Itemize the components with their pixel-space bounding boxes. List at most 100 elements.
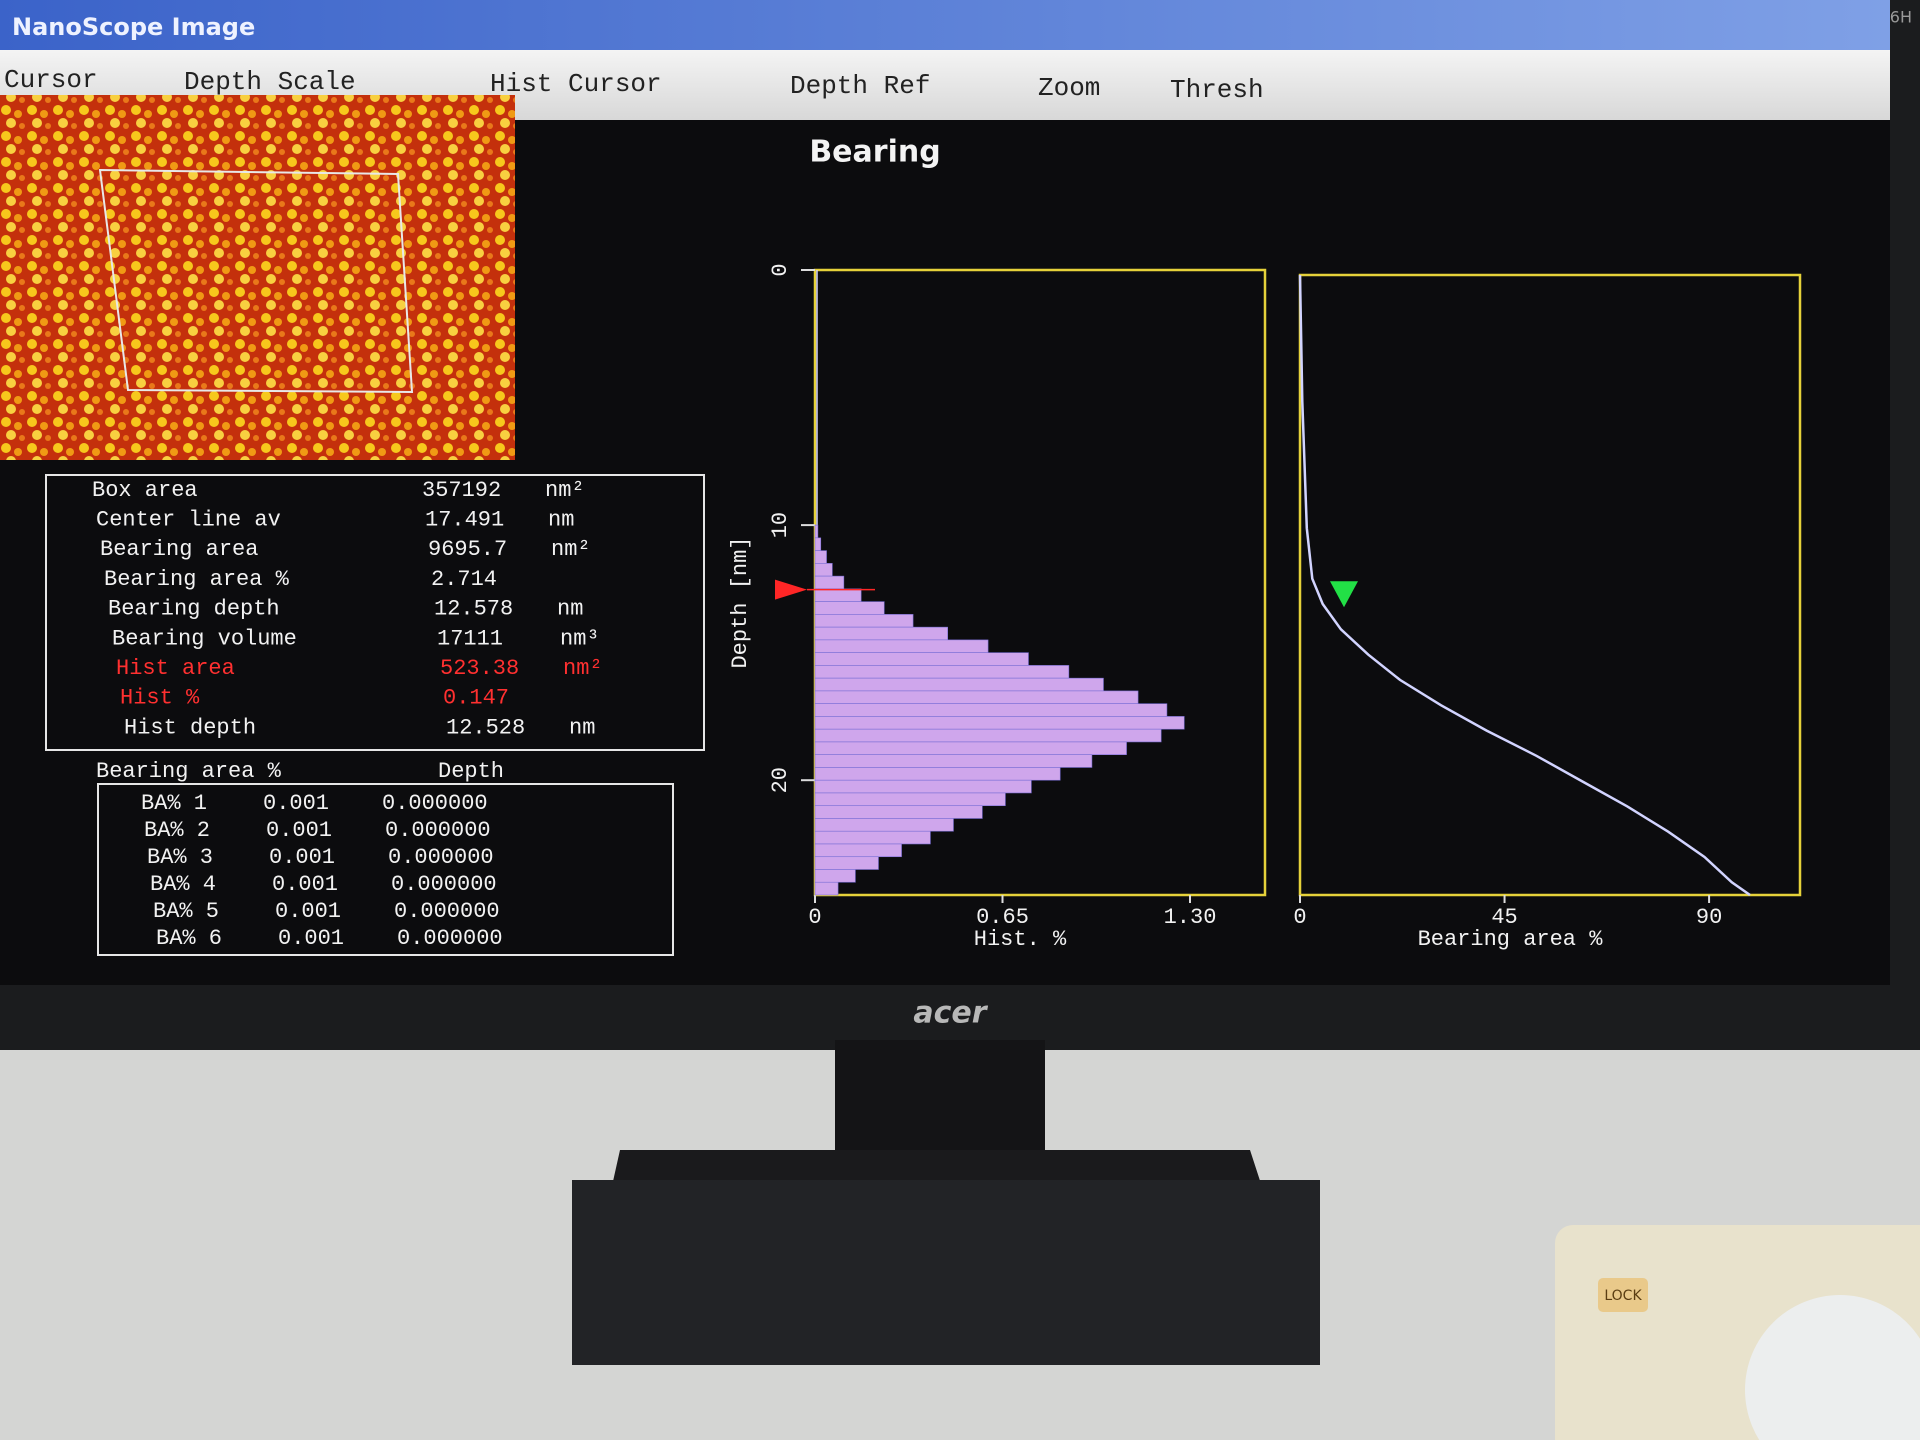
selection-box[interactable] (98, 168, 414, 394)
x-tick-label: 45 (1491, 905, 1517, 930)
menu-item[interactable]: Depth Scale (184, 67, 356, 97)
table-cell: 0.001 (269, 845, 335, 870)
stat-label: Hist area (116, 656, 235, 681)
trackball[interactable] (1745, 1295, 1920, 1440)
table: Bearing area % Depth BA% 1 0.001 0.000000 BA%… (96, 759, 504, 951)
table-header: Depth (438, 759, 504, 784)
table-cell: BA% 6 (156, 926, 222, 951)
table-box (97, 783, 674, 956)
hist-bar (814, 716, 1185, 730)
stat-unit: nm² (545, 478, 585, 503)
hist-cursor (775, 579, 807, 600)
x-tick-label: 0 (808, 905, 821, 930)
table-cell: 0.001 (266, 818, 332, 843)
stat-unit: nm (569, 715, 595, 740)
monitor-foot (572, 1180, 1320, 1365)
hist-bar (814, 690, 1139, 704)
hist-bar (814, 779, 1032, 794)
stat-label: Center line av (96, 508, 281, 533)
hist-bar (814, 805, 983, 819)
hist-bar (814, 537, 822, 551)
window-title: NanoScope Image (12, 13, 255, 41)
hist-bar (814, 754, 1093, 768)
stat-value: 357192 (422, 478, 501, 503)
table-cell: 0.000000 (394, 899, 500, 924)
x-tick-label: 90 (1696, 905, 1722, 930)
menu-item[interactable]: Cursor (4, 65, 98, 95)
hist-bar (814, 550, 827, 564)
hist-bar (814, 728, 1162, 743)
afm-image (0, 95, 515, 460)
table-cell: 0.000000 (382, 791, 488, 816)
bearing-cursor (1330, 581, 1358, 608)
stat-value: 12.528 (446, 715, 525, 740)
bearing-curve (1298, 274, 1751, 897)
menu-item[interactable]: Depth Ref (790, 71, 930, 101)
stat-value: 2.714 (431, 567, 497, 592)
hist-bar (814, 856, 879, 870)
table-cell: 0.000000 (385, 818, 491, 843)
hist-bar (814, 881, 839, 896)
stat-unit: nm² (563, 656, 603, 681)
hist-bar (814, 843, 902, 858)
plot-frame (1298, 273, 1802, 897)
stat-label: Hist % (120, 686, 200, 711)
menu-item[interactable]: Zoom (1038, 73, 1100, 103)
hist-bar (814, 588, 862, 602)
hist-bar (814, 792, 1006, 807)
stat-label: Bearing area % (104, 567, 290, 592)
stat-value: 523.38 (440, 656, 519, 681)
stat-unit: nm (548, 508, 574, 533)
menu-item[interactable]: Thresh (1170, 75, 1264, 105)
hist-bar (814, 830, 931, 845)
y-tick-label: 0 (768, 263, 793, 276)
hist-bar (814, 767, 1061, 781)
stat-unit: nm³ (560, 626, 600, 651)
menu: Cursor Depth Scale Hist Cursor Depth Ref Zoo… (4, 65, 1264, 105)
stat-label: Bearing area (100, 537, 258, 562)
table-cell: 0.001 (278, 926, 344, 951)
hist-bar (814, 741, 1127, 755)
menu-item[interactable]: Hist Cursor (490, 69, 662, 99)
stats: Box area 357192 nm² Center line av 17.491 nm B… (92, 478, 603, 741)
y-tick-label: 20 (768, 767, 793, 793)
x-axis-label: Bearing area % (1418, 927, 1604, 952)
stat-label: Hist depth (124, 715, 256, 740)
hist-bar (814, 575, 845, 590)
hist-bar (814, 665, 1070, 679)
stats-box (45, 474, 705, 751)
hist-bar (814, 563, 833, 577)
stat-label: Bearing depth (108, 597, 280, 622)
hist-bar (814, 626, 948, 641)
table-cell: BA% 3 (147, 845, 213, 870)
stat-value: 0.147 (443, 686, 509, 711)
hist-bar (814, 703, 1168, 717)
x-tick-label: 0.65 (976, 905, 1029, 930)
table-cell: BA% 5 (153, 899, 219, 924)
table-cell: 0.000000 (391, 872, 497, 897)
lock-key-label: LOCK (1604, 1288, 1642, 1304)
stat-value: 17.491 (425, 508, 504, 533)
table-cell: BA% 2 (144, 818, 210, 843)
stat-value: 9695.7 (428, 537, 507, 562)
panel-title: Bearing (809, 135, 940, 170)
stat-label: Box area (92, 478, 198, 503)
hist-bar (814, 818, 954, 832)
monitor-logo: acer (913, 996, 988, 1031)
table-cell: BA% 1 (141, 791, 207, 816)
table-cell: 0.001 (272, 872, 338, 897)
hist-bar (814, 601, 885, 615)
stat-unit: nm (557, 597, 583, 622)
hist-bar (814, 524, 819, 539)
table-cell: 0.000000 (388, 845, 494, 870)
stat-value: 17111 (437, 626, 503, 651)
table-cell: 0.001 (263, 791, 329, 816)
y-tick-label: 10 (768, 512, 793, 538)
x-tick-label: 1.30 (1164, 905, 1217, 930)
stat-label: Bearing volume (112, 626, 297, 651)
x-tick-label: 0 (1293, 905, 1306, 930)
lock-key[interactable] (1598, 1278, 1648, 1312)
hist-bar (814, 639, 989, 653)
